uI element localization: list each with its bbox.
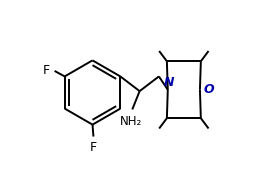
Text: N: N bbox=[163, 76, 174, 89]
Text: F: F bbox=[90, 141, 97, 154]
Text: O: O bbox=[203, 83, 214, 96]
Text: F: F bbox=[43, 63, 50, 77]
Text: NH₂: NH₂ bbox=[120, 115, 142, 128]
